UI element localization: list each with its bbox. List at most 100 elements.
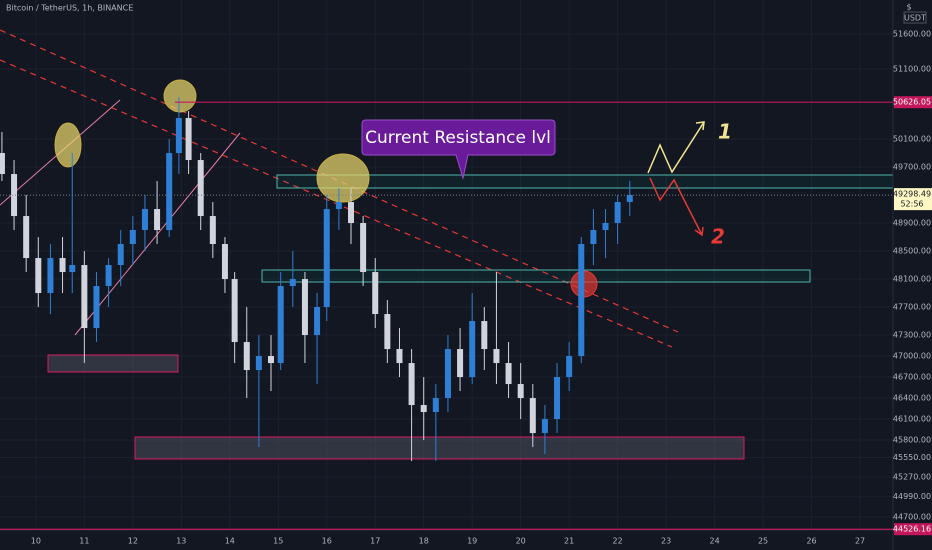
y-tick-label: 47300.00 (893, 331, 931, 340)
scenario-label: 1 (718, 120, 732, 144)
candle-body (408, 363, 415, 406)
candle-body (81, 265, 88, 329)
candle-body (301, 279, 308, 336)
candle-body (243, 342, 250, 371)
price-label-box (894, 523, 932, 536)
scenario-path (647, 121, 705, 174)
candles (0, 97, 633, 462)
x-tick-label: 26 (806, 537, 816, 546)
candle-body (590, 230, 597, 245)
price-label-box (894, 188, 932, 211)
y-tick-label: 51100.00 (893, 65, 931, 74)
candle-body (289, 279, 296, 287)
candle-body (541, 419, 548, 434)
y-tick-label: 48500.00 (893, 247, 931, 256)
candle-body (335, 202, 342, 210)
y-tick-label: 49700.00 (893, 163, 931, 172)
candle-body (626, 195, 633, 203)
x-tick-label: 18 (419, 537, 429, 546)
candle-body (154, 209, 161, 231)
y-tick-label: 44700.00 (893, 513, 931, 522)
candle-body (372, 272, 379, 315)
scenario-path (649, 177, 703, 236)
arrow-head (695, 121, 705, 131)
candle-body (505, 363, 512, 385)
y-tick-label: 51600.00 (893, 30, 931, 39)
candle-body (578, 244, 585, 357)
candle-body (457, 349, 464, 378)
candle-body (602, 223, 609, 231)
price-label: 44526.16 (893, 525, 931, 534)
candle-body (35, 258, 42, 294)
y-tick-label: 46700.00 (893, 373, 931, 382)
support-zone (261, 269, 811, 283)
candle-body (481, 321, 488, 350)
candle-body (493, 349, 500, 364)
candle-body (469, 321, 476, 378)
arrow-head (694, 226, 704, 237)
x-tick-label: 19 (467, 537, 477, 546)
candle-body (432, 398, 439, 413)
currency-box (903, 11, 927, 24)
candle-body (93, 286, 100, 329)
candle-body (11, 174, 18, 217)
x-tick-label: 16 (322, 537, 332, 546)
candle-body (360, 223, 367, 273)
candle-body (105, 265, 112, 287)
y-tick-label: 48900.00 (893, 219, 931, 228)
price-label-box (894, 96, 932, 109)
y-tick-label: 47000.00 (893, 352, 931, 361)
candle-body (117, 244, 124, 266)
x-tick-label: 10 (31, 537, 41, 546)
x-tick-label: 13 (176, 537, 186, 546)
annotation-box (361, 119, 556, 180)
symbol-title: Bitcoin / TetherUS, 1h, BINANCE (6, 4, 133, 13)
candle-body (554, 377, 561, 420)
x-tick-label: 23 (661, 537, 671, 546)
y-tick-label: 50100.00 (893, 135, 931, 144)
highlight-circle (316, 153, 370, 203)
x-tick-label: 24 (710, 537, 720, 546)
y-tick-label: 48100.00 (893, 275, 931, 284)
candle-body (314, 307, 321, 336)
scenario-label: 2 (711, 225, 725, 249)
candle-body (529, 398, 536, 434)
y-tick-label: 45800.00 (893, 436, 931, 445)
candle-body (517, 384, 524, 399)
y-tick-label: 47700.00 (893, 303, 931, 312)
candle-body (141, 209, 148, 231)
y-tick-label: 45550.00 (893, 453, 931, 462)
x-tick-label: 17 (370, 537, 380, 546)
y-tick-label: 44990.00 (893, 492, 931, 501)
x-tick-label: 22 (613, 537, 623, 546)
candle-body (221, 244, 228, 280)
candle-body (396, 349, 403, 364)
candle-body (197, 160, 204, 217)
candle-body (255, 356, 262, 371)
candle-body (209, 216, 216, 245)
candle-body (268, 356, 275, 364)
x-tick-label: 14 (225, 537, 235, 546)
y-tick-label: 46100.00 (893, 415, 931, 424)
candle-body (420, 405, 427, 413)
currency-symbol: $ (906, 3, 911, 12)
candle-body (323, 209, 330, 308)
candle-body (185, 118, 192, 161)
highlight-circle (54, 122, 82, 168)
candle-body (175, 118, 182, 154)
y-tick-label: 45270.00 (893, 473, 931, 482)
candle-body (59, 258, 66, 273)
candle-body (129, 230, 136, 245)
demand-zone (134, 436, 745, 460)
x-tick-label: 11 (79, 537, 89, 546)
demand-zone (47, 354, 179, 373)
y-tick-label: 46400.00 (893, 394, 931, 403)
candle-body (166, 153, 173, 231)
candle-body (23, 216, 30, 259)
x-tick-label: 25 (758, 537, 768, 546)
candle-body (384, 314, 391, 350)
countdown: 52:56 (900, 200, 923, 209)
candle-body (231, 279, 238, 343)
x-tick-label: 15 (273, 537, 283, 546)
